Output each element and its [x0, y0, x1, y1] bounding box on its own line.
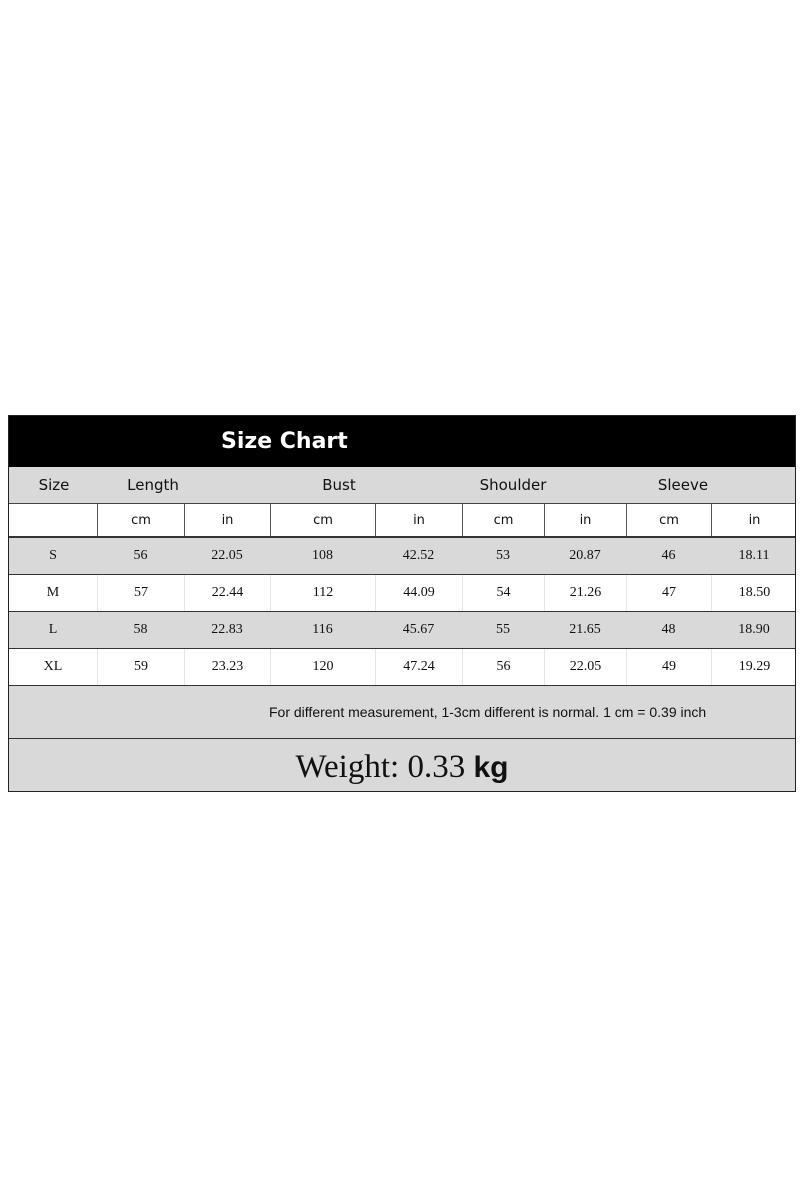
- unit-cell: in: [184, 504, 270, 536]
- value-cell: 112: [270, 575, 375, 611]
- size-chart-table: Size Chart Size Length Bust Shoulder Sle…: [8, 415, 796, 792]
- header-length: Length: [127, 476, 179, 494]
- table-row: S 56 22.05 108 42.52 53 20.87 46 18.11: [9, 538, 795, 575]
- value-cell: 21.26: [544, 575, 626, 611]
- header-sleeve: Sleeve: [657, 476, 709, 494]
- value-cell: 22.83: [211, 622, 243, 637]
- unit-cell: cm: [97, 504, 184, 536]
- units-row: cm in cm in cm in cm in: [9, 504, 795, 538]
- value-cell: 116: [312, 622, 333, 637]
- value-cell: 19.29: [711, 649, 797, 685]
- unit-cell: in: [711, 504, 797, 536]
- value-cell: 46: [661, 548, 676, 563]
- value-cell: 54: [462, 575, 544, 611]
- value-cell: 23.23: [184, 649, 270, 685]
- value-cell: 47: [626, 575, 711, 611]
- value-cell: 42.52: [402, 548, 435, 563]
- value-cell: 47.24: [375, 649, 462, 685]
- value-cell: 20.87: [569, 548, 601, 563]
- unit-cell: in: [544, 504, 626, 536]
- weight-row: Weight: 0.33 kg: [9, 739, 795, 791]
- value-cell: 58: [133, 622, 148, 637]
- value-cell: 44.09: [375, 575, 462, 611]
- header-size: Size: [38, 476, 70, 494]
- value-cell: 18.90: [738, 622, 770, 637]
- weight-label: Weight: 0.33: [295, 749, 466, 785]
- size-cell: M: [46, 585, 60, 600]
- header-shoulder: Shoulder: [479, 476, 547, 494]
- value-cell: 57: [97, 575, 184, 611]
- value-cell: 45.67: [402, 622, 435, 637]
- value-cell: 18.50: [711, 575, 797, 611]
- value-cell: 21.65: [569, 622, 601, 637]
- value-cell: 18.11: [738, 548, 770, 563]
- value-cell: 48: [661, 622, 676, 637]
- value-cell: 55: [496, 622, 510, 637]
- unit-cell: cm: [462, 504, 544, 536]
- value-cell: 56: [462, 649, 544, 685]
- size-cell: L: [48, 622, 58, 637]
- value-cell: 49: [626, 649, 711, 685]
- unit-cell: in: [375, 504, 462, 536]
- header-bust: Bust: [322, 476, 356, 494]
- value-cell: 22.44: [184, 575, 270, 611]
- value-cell: 53: [496, 548, 510, 563]
- value-cell: 22.05: [544, 649, 626, 685]
- value-cell: 59: [97, 649, 184, 685]
- chart-title: Size Chart: [9, 416, 795, 467]
- unit-cell: cm: [626, 504, 711, 536]
- value-cell: 56: [133, 548, 148, 563]
- size-cell: S: [49, 548, 57, 563]
- value-cell: 120: [270, 649, 375, 685]
- weight-unit: kg: [473, 751, 509, 784]
- unit-cell: [9, 504, 97, 536]
- value-cell: 22.05: [211, 548, 243, 563]
- table-row: L 58 22.83 116 45.67 55 21.65 48 18.90: [9, 612, 795, 649]
- unit-cell: cm: [270, 504, 375, 536]
- size-cell: XL: [43, 659, 63, 674]
- table-row: M 57 22.44 112 44.09 54 21.26 47 18.50: [9, 575, 795, 612]
- value-cell: 108: [312, 548, 333, 563]
- header-row: Size Length Bust Shoulder Sleeve: [9, 467, 795, 504]
- table-row: XL 59 23.23 120 47.24 56 22.05 49 19.29: [9, 649, 795, 686]
- measurement-note: For different measurement, 1-3cm differe…: [9, 686, 795, 739]
